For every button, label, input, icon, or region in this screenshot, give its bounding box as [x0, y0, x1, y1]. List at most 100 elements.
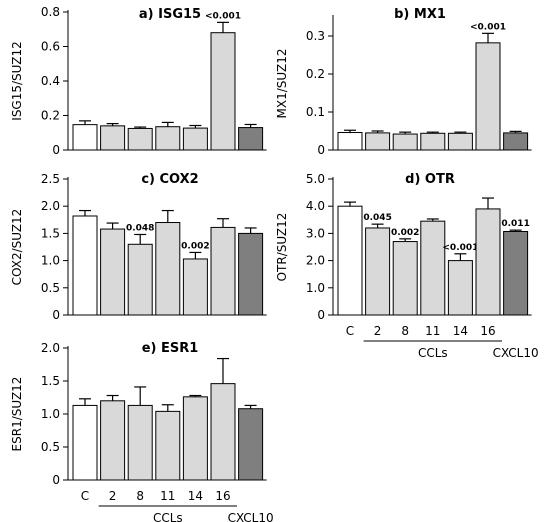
bar: [447, 132, 473, 151]
bar: [72, 215, 98, 316]
category-label: 14: [453, 324, 468, 338]
bar: [238, 127, 264, 151]
category-label: 2: [109, 489, 117, 503]
bar: [127, 127, 153, 151]
bar: [447, 260, 473, 316]
bar: [100, 228, 126, 316]
p-value-label: <0.001: [442, 243, 478, 253]
y-tick-label: 0: [317, 143, 325, 157]
y-tick-label: 0: [52, 143, 60, 157]
y-axis-label: OTR/SUZ12: [275, 213, 289, 282]
y-tick-label: 2.0: [306, 254, 325, 268]
bar: [210, 383, 236, 481]
bar: [155, 222, 181, 316]
ccl-group-label: CCLs: [153, 511, 183, 522]
bar: [392, 241, 418, 316]
bar: [72, 404, 98, 481]
p-value-label: 0.011: [501, 219, 529, 229]
chart-title: a) ISG15: [139, 7, 201, 22]
bar: [337, 205, 363, 316]
y-axis-label: ISG15/SUZ12: [10, 41, 24, 120]
chart-panel-5: e) ESR1 ESR1/SUZ12 0 0.5 1.0 1.5 2.0 C 2 8 11 14 16 C…: [10, 341, 274, 522]
y-tick-label: 2.0: [41, 341, 60, 355]
chart-title: d) OTR: [405, 172, 455, 187]
bar: [475, 208, 501, 316]
y-tick-label: 0: [52, 308, 60, 322]
p-value-label: 0.045: [363, 213, 391, 223]
bar: [72, 124, 98, 151]
bar: [337, 132, 363, 151]
y-tick-label: 0.5: [41, 440, 60, 454]
category-label: 14: [188, 489, 203, 503]
bar: [392, 133, 418, 151]
y-tick-label: 0.1: [306, 105, 325, 119]
p-value-label: 0.002: [181, 241, 209, 251]
category-label: C: [346, 324, 354, 338]
p-value-label: <0.001: [205, 11, 241, 21]
category-label: 11: [160, 489, 175, 503]
chart-title: b) MX1: [394, 7, 446, 22]
bar: [155, 126, 181, 151]
bar: [155, 410, 181, 481]
chart-title: e) ESR1: [142, 341, 199, 356]
bar: [182, 127, 208, 151]
y-tick-label: 0: [317, 308, 325, 322]
cxcl10-group-label: CXCL10: [228, 511, 274, 522]
p-value-label: 0.002: [391, 228, 419, 238]
bar: [365, 132, 391, 151]
chart-panel-3: c) COX2 COX2/SUZ12 0 0.5 1.0 1.5 2.0 2.5 0.048 0.…: [10, 172, 267, 322]
y-tick-label: 3.0: [306, 226, 325, 240]
chart-panel-1: a) ISG15 ISG15/SUZ12 0 0.2 0.4 0.6 0.8 <0.001: [10, 5, 267, 157]
y-tick-label: 0.3: [306, 29, 325, 43]
y-tick-label: 0.2: [41, 109, 60, 123]
y-tick-label: 2.0: [41, 199, 60, 213]
bar: [127, 404, 153, 481]
chart-panel-2: b) MX1 MX1/SUZ12 0 0.1 0.2 0.3 <0.001: [275, 7, 532, 157]
chart-title: c) COX2: [141, 172, 198, 187]
bar: [182, 258, 208, 316]
chart-panel-4: d) OTR OTR/SUZ12 0 1.0 2.0 3.0 4.0 5.0 0.0450.00…: [275, 172, 539, 360]
y-tick-label: 0.4: [41, 74, 60, 88]
y-tick-label: 1.0: [41, 407, 60, 421]
y-tick-label: 0.6: [41, 40, 60, 54]
bar: [420, 220, 446, 316]
category-label: 8: [136, 489, 144, 503]
bar: [182, 396, 208, 481]
y-tick-label: 1.5: [41, 374, 60, 388]
category-label: 16: [215, 489, 230, 503]
bar: [100, 125, 126, 151]
y-tick-label: 0.2: [306, 67, 325, 81]
y-axis-label: ESR1/SUZ12: [10, 377, 24, 452]
category-label: 11: [425, 324, 440, 338]
bar: [238, 408, 264, 481]
y-tick-label: 0.5: [41, 281, 60, 295]
ccl-group-label: CCLs: [418, 346, 448, 360]
bar: [420, 132, 446, 151]
bar: [210, 226, 236, 316]
bar: [100, 400, 126, 481]
bar: [365, 227, 391, 316]
p-value-label: <0.001: [470, 22, 506, 32]
bar: [238, 232, 264, 316]
y-tick-label: 4.0: [306, 199, 325, 213]
cxcl10-group-label: CXCL10: [493, 346, 539, 360]
bar: [503, 230, 529, 316]
category-label: C: [81, 489, 89, 503]
p-value-label: 0.048: [126, 223, 154, 233]
bar: [475, 42, 501, 151]
y-axis-label: MX1/SUZ12: [275, 49, 289, 119]
y-tick-label: 0.8: [41, 5, 60, 19]
y-axis-label: COX2/SUZ12: [10, 209, 24, 286]
y-tick-label: 2.5: [41, 172, 60, 186]
category-label: 8: [401, 324, 409, 338]
y-tick-label: 1.0: [306, 281, 325, 295]
bar: [127, 243, 153, 316]
bar: [210, 32, 236, 151]
y-tick-label: 1.5: [41, 226, 60, 240]
y-tick-label: 0: [52, 473, 60, 487]
category-label: 16: [480, 324, 495, 338]
bar: [503, 132, 529, 151]
y-tick-label: 1.0: [41, 254, 60, 268]
category-label: 2: [374, 324, 382, 338]
